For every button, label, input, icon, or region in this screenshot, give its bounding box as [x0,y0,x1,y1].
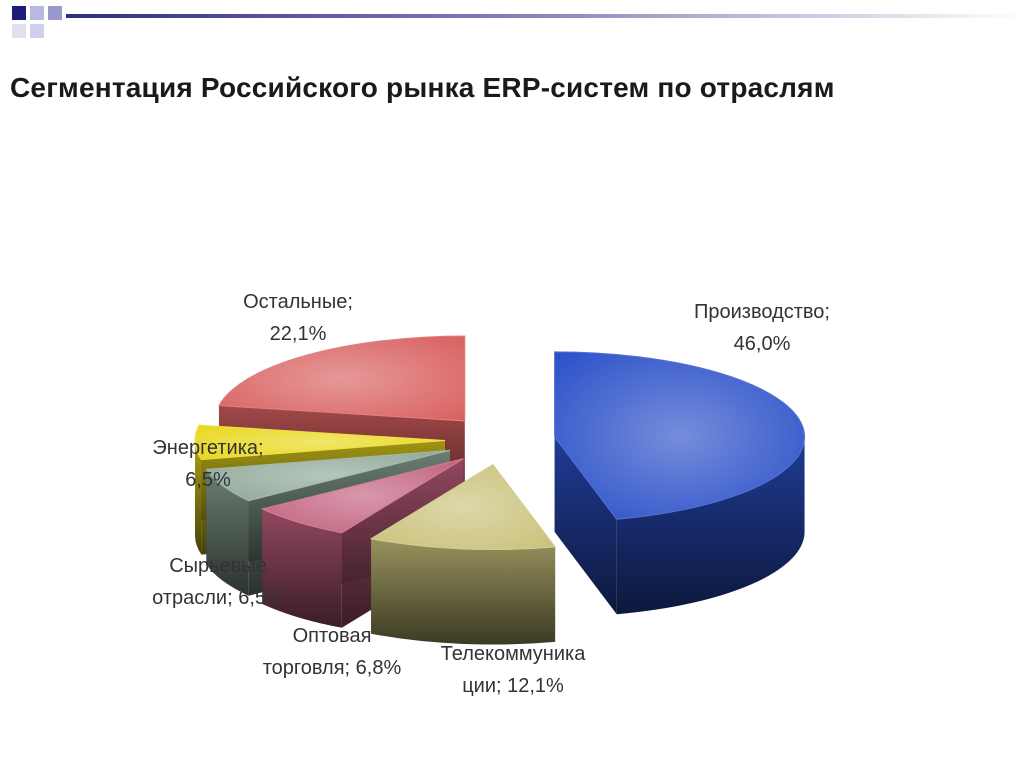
header-square-dark [12,6,26,20]
data-label-3: Сырьевые отрасли; 6,5% [152,555,284,609]
pie-slice-top-0 [554,351,806,520]
data-label-1: Телекоммуника ции; 12,1% [441,643,587,697]
pie-slice-top-5 [218,335,466,422]
header-square-corner [12,24,26,38]
data-label-3-line-0: Сырьевые [169,555,267,577]
pie-slice-wall-0-1 [554,436,617,615]
data-label-0-line-1: 46,0% [734,333,791,355]
pie-slice-0 [554,351,806,615]
pie-slice-side-1-0 [371,538,556,645]
data-label-4-line-0: Энергетика; [152,437,263,459]
pie-slice-side-0-0 [616,436,805,615]
data-label-3-line-1: отрасли; 6,5% [152,587,284,609]
pie-slice-1 [369,463,557,645]
data-label-0: Производство; 46,0% [694,301,830,355]
data-label-2-line-1: торговля; 6,8% [263,657,402,679]
pie-slice-top-1 [369,463,557,551]
pie-slice-top-4 [194,424,446,461]
header-square-mid [48,6,62,20]
pie-slice-side-3-0 [206,469,249,596]
data-label-5-line-0: Остальные; [243,291,353,313]
data-label-1-line-0: Телекоммуника [441,643,587,665]
data-label-4: Энергетика; 6,5% [152,437,263,491]
pie-slice-side-2-0 [262,508,342,628]
pie-slice-top-2 [260,458,464,534]
slide-header-decoration [12,6,1024,38]
data-label-2-line-0: Оптовая [293,625,372,647]
slide-title: Сегментация Российского рынка ERP-систем… [10,72,835,103]
pie-slice-side-4-0 [195,440,202,555]
pie-slice-top-3 [205,449,451,502]
data-label-5-line-1: 22,1% [270,323,327,345]
header-square-lower [30,24,44,38]
data-label-4-line-1: 6,5% [185,469,231,491]
data-label-0-line-0: Производство; [694,301,830,323]
data-label-2: Оптовая торговля; 6,8% [263,625,402,679]
data-label-5: Остальные; 22,1% [243,291,353,345]
header-gradient-bar [66,14,1024,18]
data-label-1-line-1: ции; 12,1% [462,675,564,697]
header-square-light [30,6,44,20]
